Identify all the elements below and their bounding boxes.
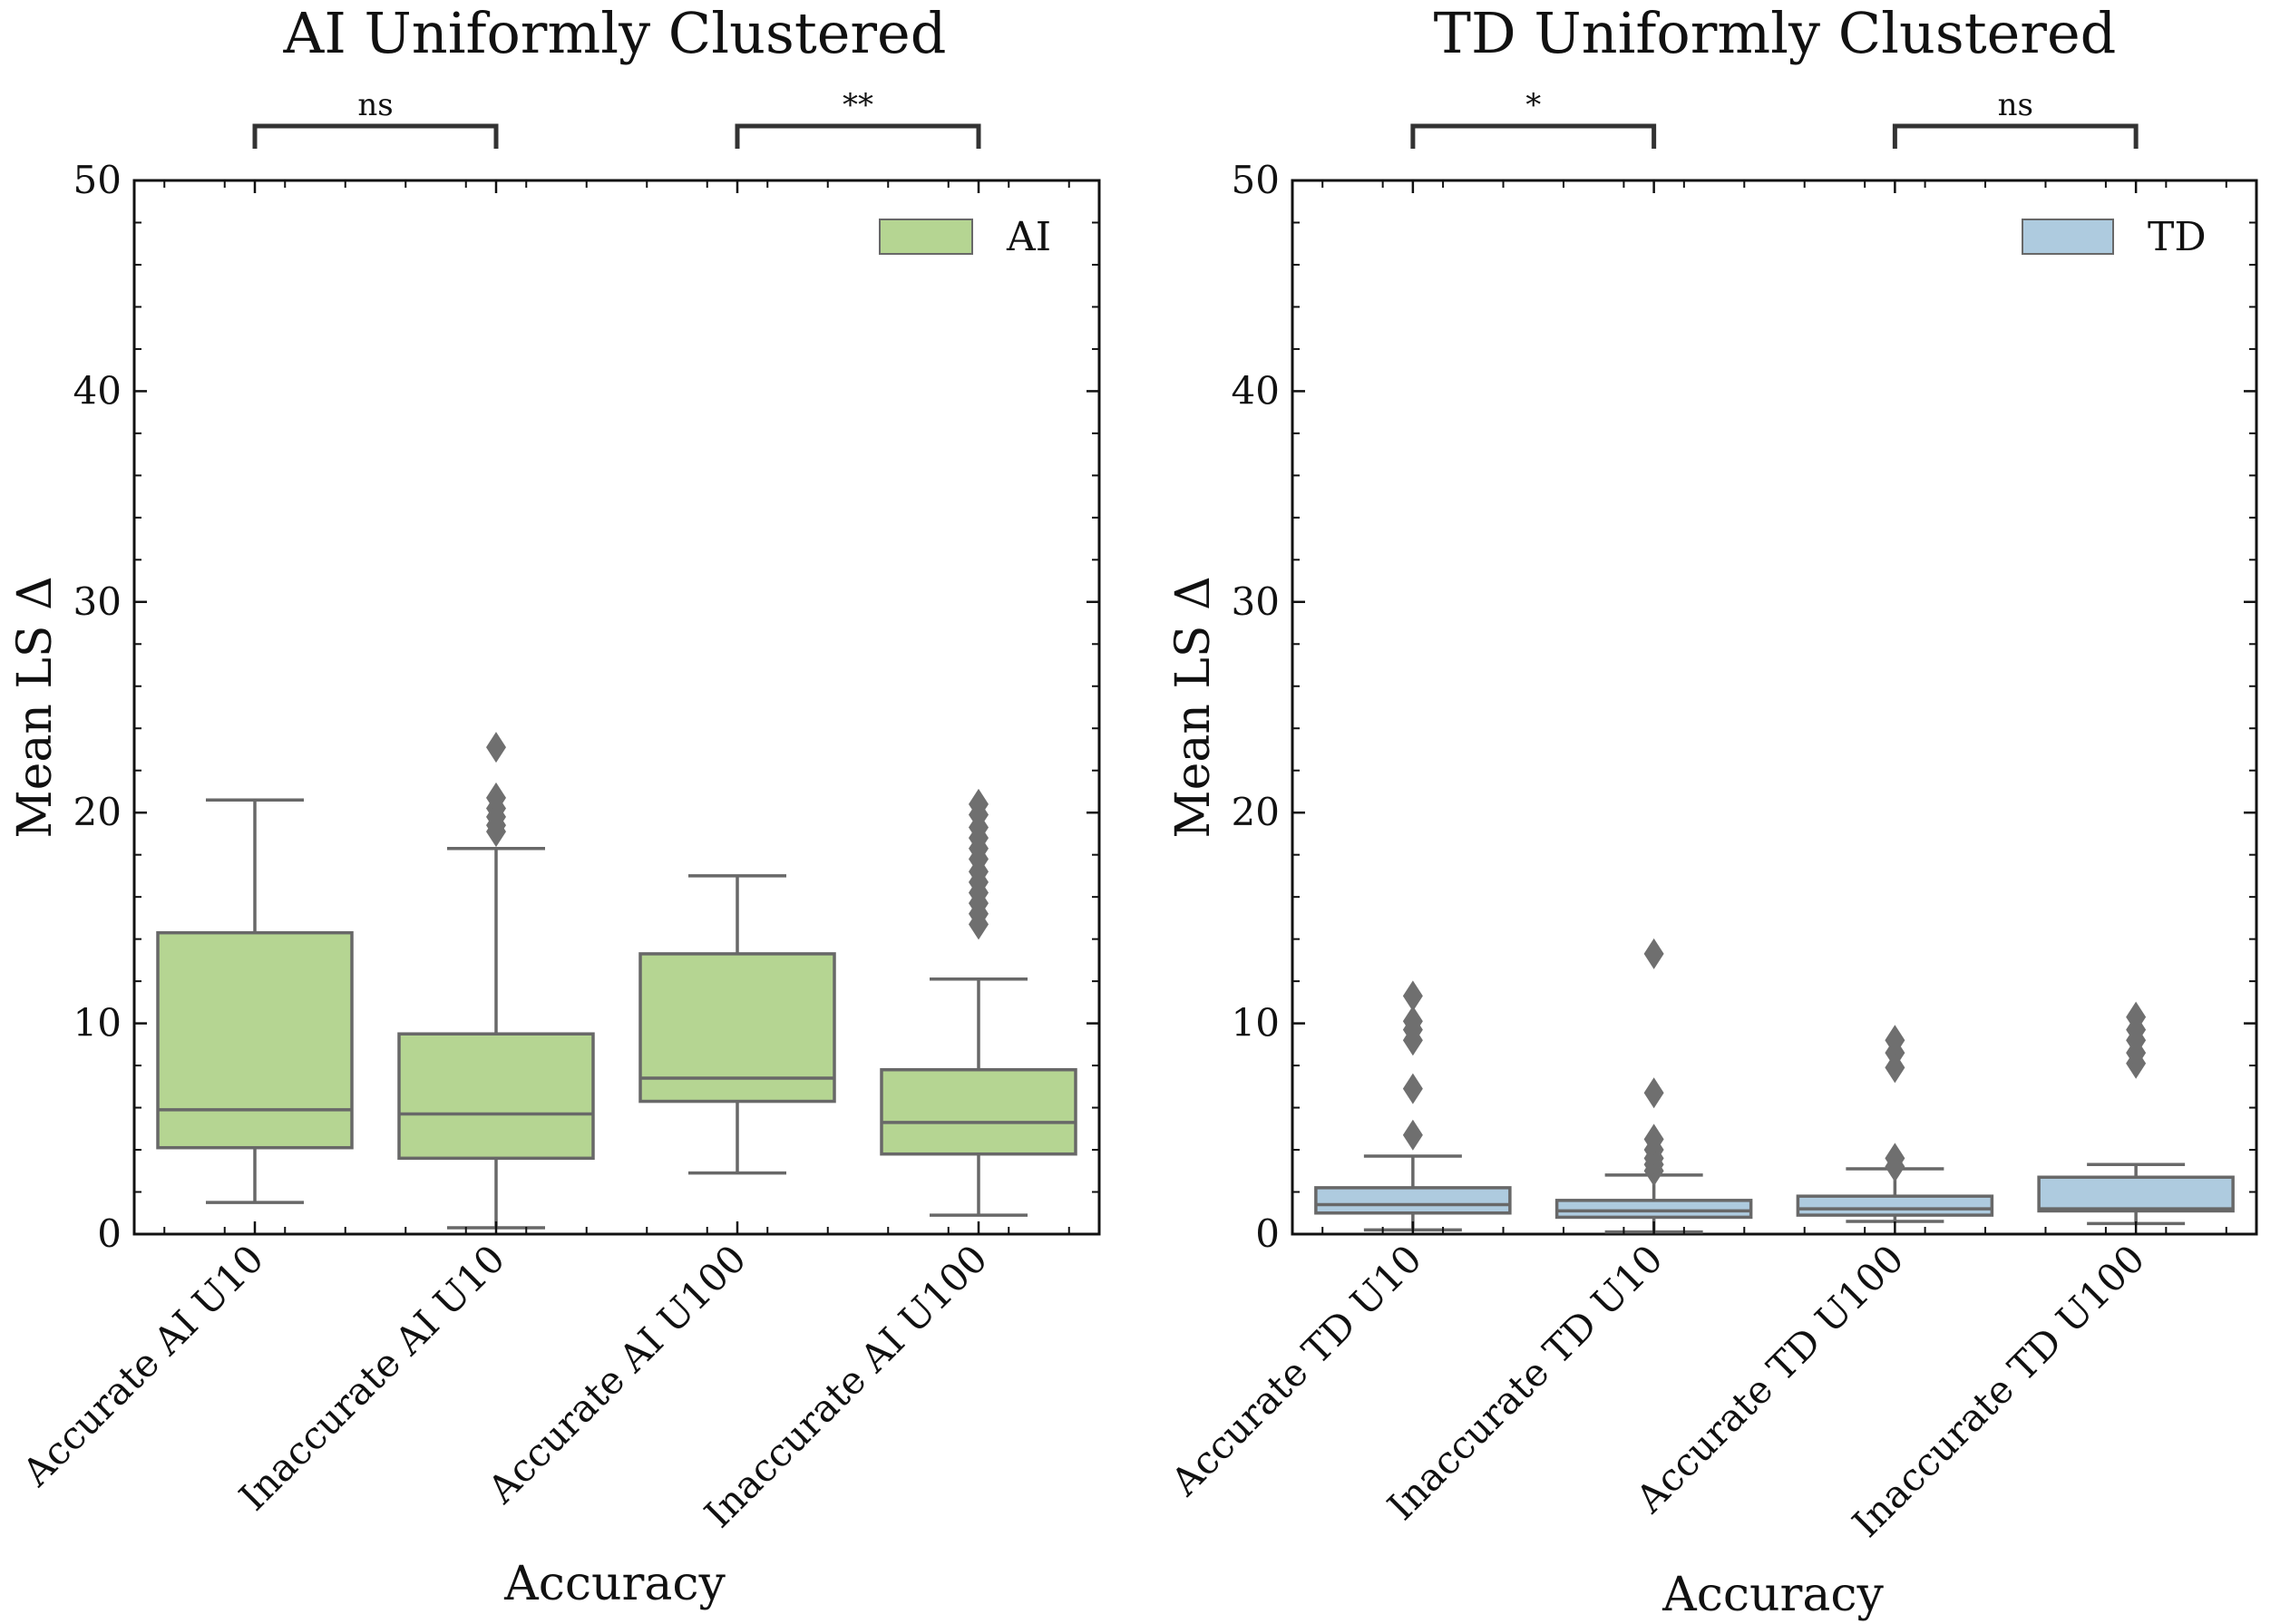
- td-box-group: [1314, 938, 2235, 1234]
- td-outlier-point: [1402, 1119, 1423, 1151]
- td-outlier-point: [1402, 1073, 1423, 1104]
- ai-y-axis-label: Mean LS Δ: [8, 576, 63, 838]
- td-legend-swatch: [2022, 219, 2114, 255]
- td-x-axis-label: Accuracy: [1661, 1568, 1884, 1622]
- ai-x-axis-label: Accuracy: [503, 1557, 726, 1611]
- ai-box-2: [397, 732, 595, 1230]
- td-x-tick-label: Inaccurate TD U10: [1379, 1236, 1671, 1528]
- td-significance-bracket: [1892, 123, 2139, 149]
- td-y-tick-label: 30: [1232, 579, 1280, 624]
- td-plot-area: [1291, 179, 2258, 1236]
- td-outlier-point: [2126, 1001, 2147, 1033]
- td-y-tick-label: 0: [1255, 1211, 1280, 1256]
- td-outlier-point: [1885, 1143, 1905, 1174]
- ai-outlier-point: [486, 732, 506, 763]
- ai-y-tick-label: 40: [73, 368, 122, 413]
- td-y-ticks: 0 10 20 30 40 50: [1232, 158, 2256, 1256]
- ai-legend-label: AI: [1006, 214, 1051, 260]
- td-y-axis-label: Mean LS Δ: [1166, 576, 1221, 838]
- ai-iqr-box: [397, 1032, 595, 1161]
- ai-y-tick-label: 10: [73, 1001, 122, 1045]
- ai-plot-area: [132, 179, 1101, 1236]
- td-significance-group: * ns: [1410, 87, 2139, 149]
- td-significance-bracket: [1410, 123, 1657, 149]
- td-y-tick-label: 10: [1232, 1001, 1280, 1045]
- td-iqr-box: [2037, 1175, 2235, 1213]
- ai-y-ticks: 0 10 20 30 40 50: [73, 158, 1099, 1256]
- ai-legend-swatch: [879, 219, 973, 255]
- ai-x-tick-label: Accurate AI U10: [14, 1236, 272, 1494]
- td-chart-title: TD Uniformly Clustered: [1434, 0, 2117, 66]
- td-panel: TD Uniformly Clustered * ns 0 10 20 30 40 50 A…: [1162, 0, 2258, 1622]
- ai-y-tick-label: 0: [97, 1211, 122, 1256]
- td-significance-label: *: [1525, 87, 1541, 123]
- ai-significance-label: **: [843, 87, 873, 123]
- ai-y-tick-label: 20: [73, 790, 122, 834]
- ai-significance-bracket: [735, 123, 981, 149]
- ai-significance-group: ns **: [252, 87, 981, 149]
- td-iqr-box: [1796, 1194, 1994, 1217]
- ai-x-tick-label: Inaccurate AI U10: [230, 1236, 513, 1519]
- td-box-1: [1314, 980, 1512, 1232]
- td-outlier-point: [1643, 1077, 1664, 1109]
- td-box-2: [1554, 938, 1753, 1234]
- td-box-3: [1796, 1025, 1994, 1223]
- ai-box-group: [156, 732, 1077, 1230]
- ai-box-1: [156, 798, 354, 1204]
- ai-outlier-point: [969, 788, 989, 820]
- ai-significance-label: ns: [357, 87, 393, 123]
- ai-box-3: [638, 874, 836, 1175]
- ai-chart-title: AI Uniformly Clustered: [283, 0, 947, 66]
- ai-iqr-box: [880, 1067, 1077, 1156]
- ai-significance-bracket: [252, 123, 499, 149]
- ai-y-tick-label: 30: [73, 579, 122, 624]
- td-outlier-point: [1885, 1025, 1905, 1056]
- td-y-tick-label: 20: [1232, 790, 1280, 834]
- td-outlier-point: [1402, 1006, 1423, 1037]
- td-outlier-point: [1643, 938, 1664, 969]
- ai-y-tick-label: 50: [73, 158, 122, 202]
- td-outlier-point: [1402, 980, 1423, 1012]
- td-x-tick-label: Accurate TD U100: [1627, 1236, 1913, 1522]
- td-iqr-box: [1554, 1199, 1753, 1220]
- ai-panel: AI Uniformly Clustered ns ** 01020304050 …: [8, 0, 1101, 1611]
- td-x-tick-label: Accurate TD U10: [1162, 1236, 1430, 1504]
- td-legend-label: TD: [2148, 214, 2207, 260]
- ai-outlier-point: [486, 782, 506, 813]
- ai-box-4: [880, 788, 1077, 1217]
- td-y-tick-label: 40: [1232, 368, 1280, 413]
- td-box-4: [2037, 1001, 2235, 1226]
- td-significance-label: ns: [1998, 87, 2033, 123]
- td-outlier-point: [1643, 1123, 1664, 1155]
- ai-x-tick-label: Accurate AI U100: [479, 1236, 755, 1512]
- td-y-tick-label: 50: [1232, 158, 1280, 202]
- td-iqr-box: [1314, 1186, 1512, 1215]
- ai-iqr-box: [156, 930, 354, 1150]
